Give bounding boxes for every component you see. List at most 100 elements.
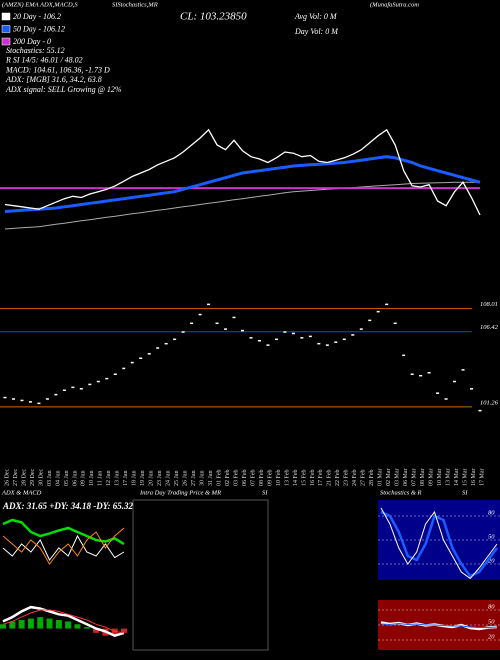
date-label: 16 Feb xyxy=(310,470,316,487)
indicator-line xyxy=(380,622,498,628)
price-dot xyxy=(334,341,338,343)
date-label: 09 Feb xyxy=(267,470,273,487)
date-label: 17 Feb xyxy=(318,470,324,487)
header-symbol: (AMZN) EMA ADX,MACD,S xyxy=(2,1,78,8)
price-dot xyxy=(453,380,457,383)
price-dot xyxy=(190,322,194,325)
adx-title: ADX & MACD xyxy=(1,489,42,496)
price-dot xyxy=(113,373,117,375)
adx-readout: ADX: 31.65 +DY: 34.18 -DY: 65.32 xyxy=(2,501,133,511)
date-label: 24 Jan xyxy=(166,471,172,487)
date-label: 24 Feb xyxy=(352,470,358,487)
indicator-readout: ADX signal: SELL Growing @ 12% xyxy=(5,85,122,94)
date-label: 10 Mar xyxy=(437,469,443,487)
date-label: 28 Feb xyxy=(369,470,375,487)
price-dot xyxy=(283,331,287,333)
histogram-bar xyxy=(18,620,25,629)
histogram-bar xyxy=(0,624,6,629)
histogram-bar xyxy=(55,620,62,629)
indicator-line xyxy=(2,527,125,565)
date-label: 22 Feb xyxy=(335,470,341,487)
price-dot xyxy=(54,393,58,396)
price-dot xyxy=(291,332,295,335)
price-dot xyxy=(11,398,15,400)
legend-swatch xyxy=(1,25,11,33)
date-label: 09 Mar xyxy=(428,469,434,487)
price-dot xyxy=(410,373,414,375)
price-dot xyxy=(164,342,168,345)
date-label: 30 Jan xyxy=(199,471,205,487)
date-label: 08 Feb xyxy=(259,470,265,487)
price-dot xyxy=(130,361,134,364)
date-label: 07 Mar xyxy=(411,469,417,487)
date-label: 06 Mar xyxy=(403,469,409,487)
date-label: 29 Dec xyxy=(30,469,36,486)
date-label: 27 Jan xyxy=(191,471,197,487)
price-dot xyxy=(317,342,321,345)
date-label: 03 Jan xyxy=(47,471,53,487)
price-dot xyxy=(444,398,448,400)
date-label: 16 Mar xyxy=(471,469,477,487)
price-dot xyxy=(359,328,363,330)
level-label: 101.26 xyxy=(480,399,499,406)
price-dot xyxy=(402,354,406,357)
price-dot xyxy=(3,396,7,399)
date-label: 03 Mar xyxy=(395,469,401,487)
price-dot xyxy=(257,340,261,342)
indicator-line xyxy=(2,518,125,546)
indicator-readout: MACD: 104.61, 106.36, -1.73 D xyxy=(5,65,110,74)
price-dot xyxy=(385,303,389,306)
date-label: 10 Feb xyxy=(276,470,282,487)
date-label: 26 Dec xyxy=(4,469,10,486)
y-tick-label: 20 xyxy=(488,633,495,640)
legend-label: 200 Day - 0 xyxy=(13,37,51,46)
price-dot xyxy=(96,380,100,383)
date-label: 30 Dec xyxy=(38,469,44,486)
date-label: 10 Jan xyxy=(89,471,95,487)
price-dot xyxy=(342,338,346,341)
legend-swatch xyxy=(1,37,11,46)
price-dot xyxy=(368,319,372,322)
intraday-box xyxy=(132,499,269,651)
price-dot xyxy=(249,337,253,339)
price-dot xyxy=(88,383,92,386)
price-dot xyxy=(376,310,380,313)
histogram-bar xyxy=(121,628,127,633)
histogram-bar xyxy=(65,621,72,629)
price-dot xyxy=(274,338,278,341)
price-dot xyxy=(71,386,75,389)
date-label: 26 Jan xyxy=(182,471,188,487)
price-dot xyxy=(45,398,49,400)
ema50-line xyxy=(4,155,481,213)
price-dot xyxy=(156,347,160,349)
date-label: 02 Feb xyxy=(225,470,231,487)
date-label: 07 Feb xyxy=(250,470,256,487)
date-label: 19 Jan xyxy=(140,471,146,487)
legend-label: 20 Day - 106.2 xyxy=(13,12,61,21)
intraday-title-2: SI xyxy=(262,489,268,496)
histogram-bar xyxy=(74,624,81,629)
date-label: 23 Jan xyxy=(157,471,163,487)
price-dot xyxy=(198,313,202,316)
level-label: 108.01 xyxy=(480,301,498,308)
date-label: 13 Mar xyxy=(445,469,451,487)
y-tick-label: 20 xyxy=(488,557,495,564)
price-dot xyxy=(173,338,177,341)
indicator-line xyxy=(2,609,125,634)
histogram-bar xyxy=(93,628,100,633)
day-volume: Day Vol: 0 M xyxy=(294,27,339,36)
price-dot xyxy=(308,335,312,338)
price-dot xyxy=(241,329,244,332)
price-dot xyxy=(207,303,211,306)
price-dot xyxy=(20,399,24,402)
price-dot xyxy=(300,337,304,339)
date-label: 12 Jan xyxy=(106,471,112,487)
avg-volume: Avg Vol: 0 M xyxy=(294,12,338,21)
date-label: 09 Jan xyxy=(81,471,87,487)
price-dot xyxy=(478,409,482,412)
header-indicators: SIStochastics,MR xyxy=(112,1,158,8)
date-label: 20 Jan xyxy=(149,471,155,487)
price-dot xyxy=(232,316,236,319)
date-label: 27 Feb xyxy=(361,470,367,487)
y-tick-label: 80 xyxy=(488,509,495,516)
